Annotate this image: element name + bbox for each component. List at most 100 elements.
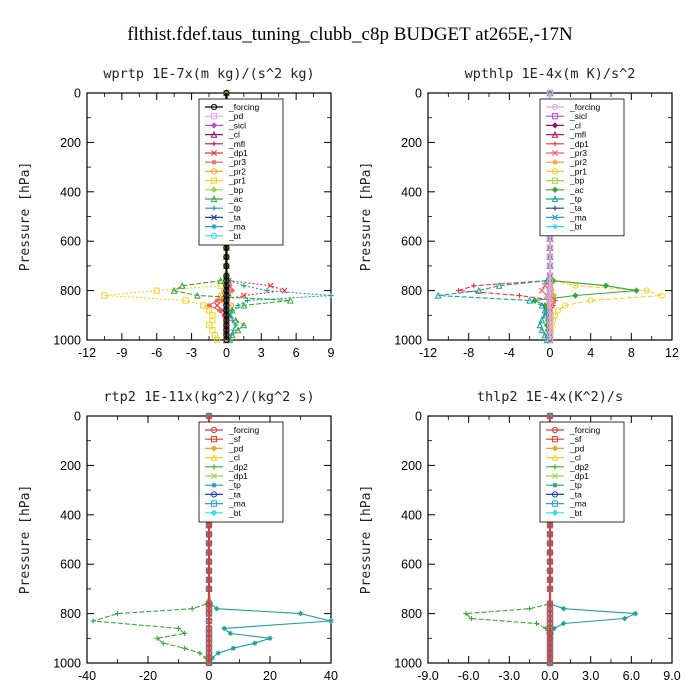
y-tick-label: 600: [60, 558, 81, 572]
data-point: [241, 283, 247, 289]
data-point: [562, 302, 569, 309]
y-axis-label: Pressure [hPa]: [359, 162, 374, 272]
data-point: [633, 287, 640, 294]
legend-label: _tp: [569, 480, 582, 490]
x-tick-label: 9.0: [663, 669, 680, 683]
y-axis-label: Pressure [hPa]: [359, 485, 374, 595]
data-point: [555, 307, 562, 314]
data-point: [227, 312, 233, 318]
y-tick-label: 600: [401, 558, 422, 572]
x-tick-label: 0.0: [541, 669, 558, 683]
data-point: [297, 611, 304, 617]
data-point: [495, 281, 503, 289]
data-point: [546, 89, 554, 97]
legend-label: _dp1: [569, 139, 589, 149]
y-tick-label: 200: [401, 459, 422, 473]
x-tick-label: -20: [139, 669, 157, 683]
legend-label: _sicl: [228, 120, 246, 130]
data-point: [205, 522, 213, 529]
legend-marker: [211, 141, 217, 147]
data-point: [551, 625, 557, 632]
legend-marker: [551, 130, 559, 138]
series-dp2: [463, 413, 553, 666]
series-line: [92, 416, 210, 664]
legend-label: _tp: [569, 194, 582, 204]
data-point: [182, 630, 188, 636]
data-point: [214, 336, 221, 344]
legend-marker: [210, 445, 218, 452]
data-point: [546, 585, 554, 593]
data-point: [546, 558, 554, 565]
data-point: [200, 302, 207, 309]
data-point: [468, 615, 474, 622]
legend: _forcing_sicl_cl_mfl_dp1_pr3_pr2_pr1_bp_…: [539, 98, 625, 237]
legend-label: _pr3: [228, 157, 246, 167]
data-point: [205, 576, 213, 583]
data-point: [227, 630, 233, 636]
data-point: [549, 297, 555, 304]
data-point: [286, 296, 294, 304]
x-tick-label: 4: [587, 346, 594, 360]
data-point: [233, 322, 239, 328]
panels: wprtp 1E-7x(m kg)/(s^2 kg) Pressure [hPa]…: [18, 66, 681, 683]
x-tick-label: -9.0: [417, 669, 439, 683]
y-axis-label: Pressure [hPa]: [18, 162, 33, 272]
x-tick-label: 0: [206, 669, 213, 683]
x-tick-label: -6: [151, 346, 162, 360]
series-line: [464, 416, 551, 663]
data-point: [546, 576, 554, 583]
legend-label: _dp2: [569, 462, 589, 472]
legend-label: _pr1: [569, 166, 587, 176]
legend-marker: [210, 195, 218, 203]
data-point: [264, 288, 270, 294]
legend-marker: [211, 482, 217, 488]
data-point: [205, 567, 213, 574]
data-point: [229, 307, 235, 313]
legend-marker: [211, 150, 217, 156]
data-point: [207, 601, 214, 607]
legend-label: _cl: [228, 453, 240, 463]
data-point: [90, 618, 96, 624]
data-point: [223, 89, 230, 97]
data-point: [538, 301, 546, 309]
data-point: [281, 287, 288, 294]
data-point: [229, 288, 235, 294]
data-point: [541, 331, 549, 339]
legend-marker: [551, 436, 559, 443]
y-tick-label: 400: [60, 185, 81, 199]
legend-label: _ma: [569, 499, 587, 509]
data-point: [197, 650, 203, 656]
data-point: [546, 540, 554, 547]
y-tick-label: 1000: [394, 334, 422, 348]
legend-marker: [210, 491, 218, 498]
legend-marker: [551, 500, 559, 507]
legend-marker: [211, 473, 217, 479]
panel-title: wprtp 1E-7x(m kg)/(s^2 kg): [103, 66, 314, 82]
x-tick-label: 6: [293, 346, 300, 360]
legend-label: _cl: [228, 130, 240, 140]
data-point: [632, 611, 638, 617]
data-point: [209, 327, 216, 334]
legend-label: _forcing: [228, 102, 260, 112]
data-point: [205, 307, 213, 314]
y-tick-label: 800: [60, 607, 81, 621]
data-point: [546, 244, 554, 251]
legend: _forcing_sf_pd_cl_dp2_dp1_tp_ta_ma_bt: [198, 421, 284, 523]
legend-marker: [552, 214, 558, 221]
data-point: [538, 287, 545, 294]
data-point: [101, 292, 108, 299]
data-point: [189, 606, 195, 612]
data-point: [538, 326, 546, 334]
data-point: [229, 317, 235, 323]
data-point: [214, 297, 220, 304]
data-point: [205, 540, 213, 547]
legend-marker: [551, 186, 559, 193]
x-tick-label: -12: [419, 346, 437, 360]
data-point: [328, 292, 334, 299]
legend-label: _ac: [228, 194, 243, 204]
data-point: [543, 336, 551, 344]
data-point: [178, 281, 186, 289]
legend-marker: [552, 159, 558, 165]
y-tick-label: 200: [60, 459, 81, 473]
legend-box: [539, 98, 625, 237]
